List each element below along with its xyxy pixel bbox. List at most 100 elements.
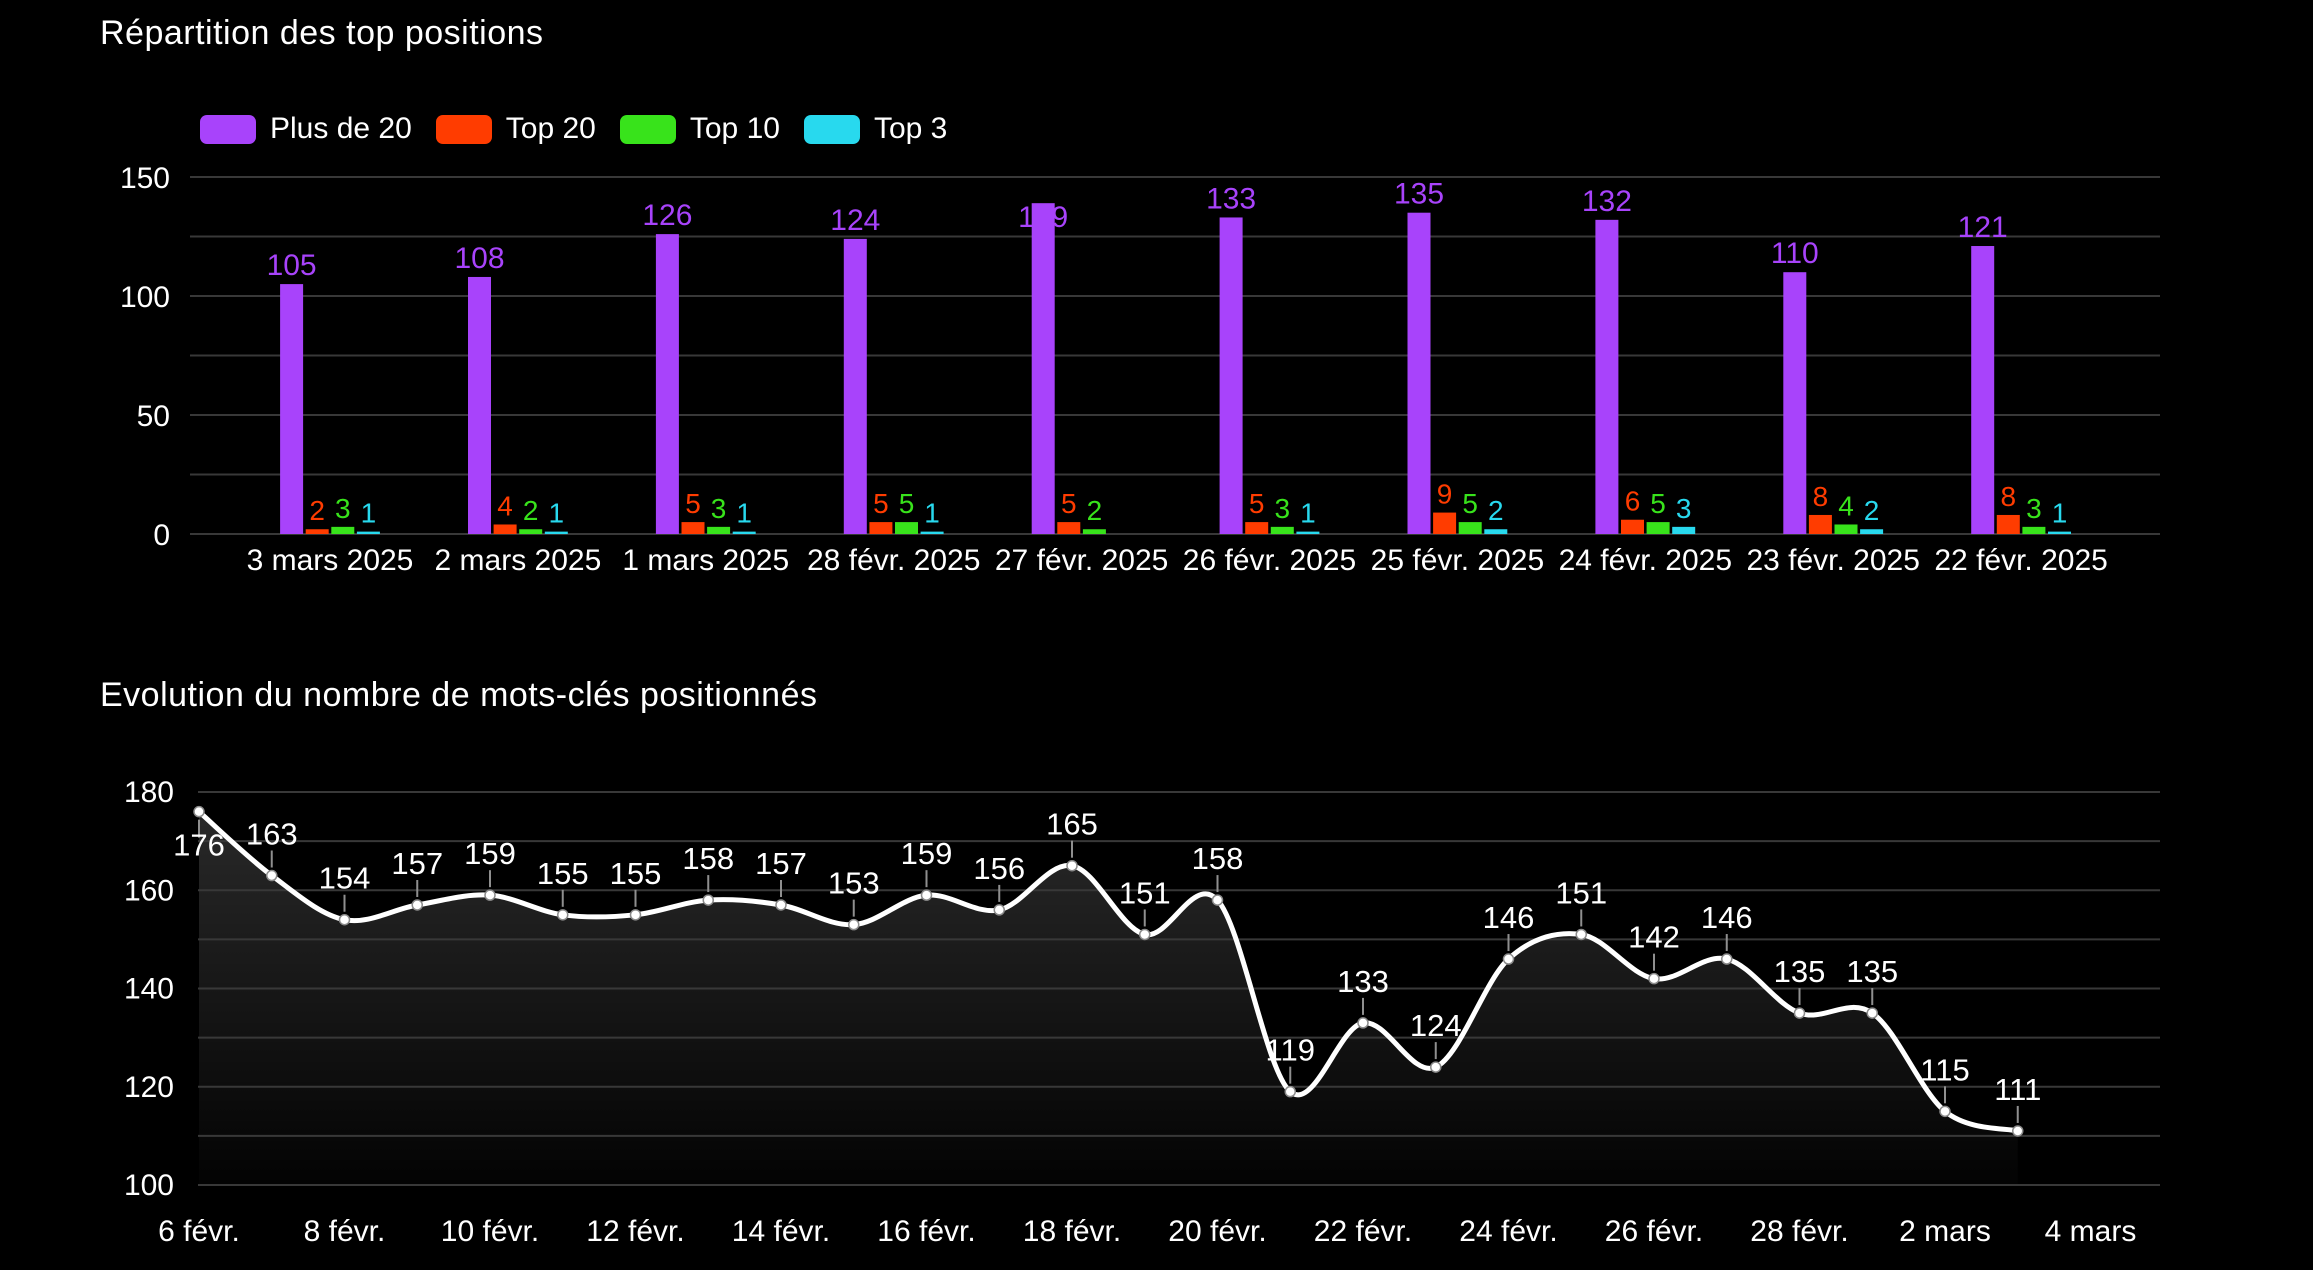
data-point[interactable]	[1211, 894, 1224, 906]
bar-value-label: 3	[711, 493, 727, 524]
x-axis-label: 4 mars	[2045, 1215, 2137, 1248]
data-point[interactable]	[1066, 859, 1078, 872]
bar-plus-de-20[interactable]	[280, 284, 304, 534]
legend-label: Top 10	[689, 112, 780, 145]
bar-value-label: 2	[523, 495, 539, 526]
bar-value-label: 3	[2026, 493, 2042, 524]
data-point[interactable]	[338, 913, 351, 926]
bar-top-10[interactable]	[331, 526, 355, 534]
legend-item-2[interactable]: Top 10	[619, 112, 780, 146]
bar-plus-de-20[interactable]	[1595, 219, 1619, 534]
bar-top-20[interactable]	[1996, 514, 2020, 534]
data-point[interactable]	[1575, 928, 1587, 941]
legend-item-3[interactable]: Top 3	[803, 112, 948, 146]
bar-top-10[interactable]	[1270, 526, 1294, 534]
data-point[interactable]	[484, 889, 496, 901]
bar-top-10[interactable]	[1646, 522, 1670, 534]
bar-top-3[interactable]	[1484, 529, 1508, 534]
bar-top-20[interactable]	[1433, 512, 1457, 534]
bar-top-3[interactable]	[1672, 526, 1696, 534]
data-point[interactable]	[1793, 1007, 1806, 1019]
bar-top-3[interactable]	[1296, 531, 1320, 534]
legend-swatch	[200, 114, 256, 144]
bar-plus-de-20[interactable]	[1971, 246, 1995, 534]
bar-top-20[interactable]	[681, 522, 705, 534]
bar-top-3[interactable]	[732, 531, 756, 534]
bar-value-label: 1	[2052, 498, 2068, 529]
bar-top-20[interactable]	[1621, 519, 1644, 534]
bar-top-20[interactable]	[1808, 514, 1832, 534]
data-point[interactable]	[1357, 1017, 1369, 1029]
bar-top-10[interactable]	[1834, 524, 1858, 534]
point-label: 157	[391, 846, 443, 881]
data-point[interactable]	[193, 805, 205, 818]
x-axis-label: 20 févr.	[1168, 1215, 1266, 1248]
data-point[interactable]	[1866, 1007, 1878, 1019]
bar-top-3[interactable]	[920, 531, 944, 534]
bar-top-3[interactable]	[356, 531, 380, 534]
bar-top-20[interactable]	[1245, 522, 1269, 534]
bar-plus-de-20[interactable]	[843, 238, 867, 534]
bar-value-label: 5	[873, 488, 889, 519]
bar-top-20[interactable]	[305, 529, 329, 534]
bar-top-20[interactable]	[1057, 522, 1081, 534]
data-point[interactable]	[629, 909, 642, 921]
point-label: 115	[1920, 1052, 1969, 1087]
bar-plus-de-20[interactable]	[468, 276, 491, 534]
bar-top-3[interactable]	[2048, 531, 2071, 534]
bar-plus-de-20[interactable]	[1407, 212, 1431, 534]
data-point[interactable]	[266, 869, 278, 882]
point-label: 158	[1192, 841, 1244, 876]
data-point[interactable]	[848, 918, 860, 931]
bar-value-label: 135	[1394, 178, 1444, 211]
bar-value-label: 2	[1864, 495, 1880, 526]
bar-value-label: 5	[899, 488, 915, 519]
legend-item-0[interactable]: Plus de 20	[200, 112, 412, 146]
data-point[interactable]	[411, 899, 423, 911]
bar-value-label: 1	[361, 498, 377, 529]
data-point[interactable]	[1721, 953, 1733, 965]
bar-top-3[interactable]	[544, 531, 568, 534]
y-axis-label: 0	[153, 519, 170, 552]
data-point[interactable]	[1430, 1061, 1442, 1073]
data-point[interactable]	[775, 899, 787, 911]
legend-label: Top 3	[873, 112, 948, 145]
bar-top-10[interactable]	[1082, 529, 1106, 534]
data-point[interactable]	[2012, 1125, 2024, 1137]
bar-value-label: 8	[1813, 481, 1829, 512]
data-point[interactable]	[920, 889, 933, 901]
bar-plus-de-20[interactable]	[655, 234, 679, 534]
legend-item-1[interactable]: Top 20	[435, 112, 596, 146]
bar-top-10[interactable]	[895, 522, 918, 534]
bar-value-label: 2	[1087, 495, 1103, 526]
bar-top-20[interactable]	[493, 524, 517, 534]
point-label: 146	[1701, 900, 1753, 935]
bar-top-20[interactable]	[869, 522, 893, 534]
bar-value-label: 2	[1488, 495, 1504, 526]
data-point[interactable]	[1939, 1105, 1951, 1118]
data-point[interactable]	[1648, 972, 1660, 985]
data-point[interactable]	[702, 894, 714, 906]
point-label: 158	[682, 841, 734, 876]
data-point[interactable]	[1139, 928, 1151, 941]
x-axis-label: 25 févr. 2025	[1371, 544, 1544, 577]
data-point[interactable]	[1502, 953, 1515, 965]
data-point[interactable]	[1284, 1085, 1296, 1098]
bar-top-10[interactable]	[707, 526, 731, 534]
legend-label: Plus de 20	[270, 112, 412, 145]
point-label: 163	[246, 817, 298, 852]
y-axis-label: 120	[124, 1071, 174, 1104]
data-point[interactable]	[993, 904, 1005, 916]
point-label: 176	[173, 828, 225, 863]
bar-top-10[interactable]	[1458, 522, 1482, 534]
bar-top-10[interactable]	[519, 529, 543, 534]
bar-top-3[interactable]	[1860, 529, 1884, 534]
bar-plus-de-20[interactable]	[1031, 203, 1055, 534]
bar-plus-de-20[interactable]	[1783, 272, 1807, 534]
bar-top-10[interactable]	[2022, 526, 2046, 534]
data-point[interactable]	[557, 909, 569, 921]
bar-value-label: 1	[549, 498, 565, 529]
y-axis-label: 50	[137, 400, 170, 433]
bar-plus-de-20[interactable]	[1219, 217, 1243, 534]
